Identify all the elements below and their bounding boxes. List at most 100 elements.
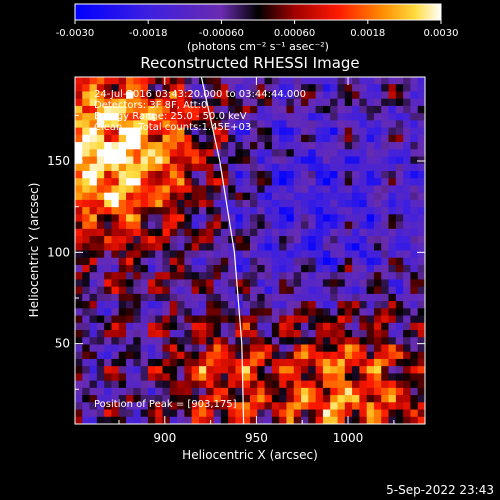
heatmap-cell	[242, 344, 251, 353]
heatmap-cell	[257, 395, 265, 403]
heatmap-cell	[352, 228, 360, 237]
heatmap-cell	[250, 301, 258, 309]
heatmap-cell	[308, 322, 317, 331]
heatmap-cell	[257, 113, 265, 121]
heatmap-cell	[89, 199, 98, 208]
heatmap-cell	[169, 402, 178, 410]
heatmap-cell	[388, 228, 397, 237]
heatmap-cell	[344, 387, 353, 396]
heatmap-cell	[198, 243, 207, 251]
heatmap-cell	[279, 315, 287, 324]
heatmap-cell	[111, 416, 120, 424]
heatmap-cell	[373, 293, 382, 302]
heatmap-cell	[286, 380, 295, 389]
heatmap-cell	[118, 301, 127, 309]
heatmap-cell	[104, 315, 112, 324]
heatmap-cell	[184, 170, 193, 179]
heatmap-cell	[220, 358, 229, 367]
heatmap-cell	[169, 84, 178, 92]
heatmap-cell	[184, 149, 193, 157]
heatmap-cell	[184, 120, 193, 129]
heatmap-cell	[206, 286, 214, 295]
heatmap-cell	[366, 91, 375, 100]
heatmap-cell	[373, 170, 382, 179]
heatmap-cell	[366, 293, 375, 302]
heatmap-cell	[147, 358, 156, 367]
heatmap-cell	[264, 293, 273, 302]
heatmap-cell	[118, 214, 127, 222]
heatmap-cell	[111, 264, 120, 273]
heatmap-cell	[104, 402, 112, 410]
heatmap-cell	[279, 236, 287, 244]
heatmap-cell	[308, 373, 317, 382]
heatmap-cell	[89, 380, 98, 389]
heatmap-cell	[118, 127, 127, 136]
heatmap-cell	[344, 395, 353, 403]
heatmap-cell	[403, 322, 411, 331]
heatmap-cell	[388, 84, 397, 92]
heatmap-cell	[213, 207, 222, 215]
heatmap-cell	[133, 199, 142, 208]
heatmap-cell	[118, 243, 127, 251]
heatmap-cell	[206, 395, 214, 403]
heatmap-cell	[373, 272, 382, 280]
heatmap-cell	[228, 409, 236, 418]
heatmap-cell	[75, 272, 83, 280]
heatmap-cell	[126, 236, 134, 244]
heatmap-cell	[177, 344, 185, 353]
heatmap-cell	[118, 286, 127, 295]
heatmap-cell	[235, 127, 244, 136]
heatmap-cell	[104, 77, 112, 85]
heatmap-cell	[111, 351, 120, 360]
heatmap-cell	[373, 409, 382, 418]
heatmap-cell	[410, 344, 419, 353]
heatmap-cell	[235, 279, 244, 288]
heatmap-cell	[155, 236, 163, 244]
heatmap-cell	[410, 156, 419, 165]
heatmap-cell	[206, 264, 214, 273]
heatmap-cell	[162, 84, 171, 92]
heatmap-cell	[279, 221, 287, 230]
heatmap-cell	[147, 380, 156, 389]
heatmap-cell	[126, 77, 134, 85]
heatmap-cell	[184, 105, 193, 114]
heatmap-cell	[177, 322, 185, 331]
heatmap-cell	[337, 250, 346, 259]
heatmap-cell	[96, 127, 105, 136]
heatmap-cell	[410, 149, 419, 157]
heatmap-cell	[198, 264, 207, 273]
heatmap-cell	[388, 134, 397, 143]
heatmap-cell	[155, 308, 163, 316]
heatmap-cell	[308, 344, 317, 353]
heatmap-cell	[213, 272, 222, 280]
heatmap-cell	[264, 380, 273, 389]
heatmap-cell	[177, 279, 185, 288]
heatmap-cell	[213, 170, 222, 179]
heatmap-cell	[169, 170, 178, 179]
heatmap-cell	[96, 207, 105, 215]
heatmap-cell	[322, 149, 331, 157]
heatmap-cell	[118, 409, 127, 418]
heatmap-cell	[257, 98, 265, 107]
heatmap-cell	[373, 257, 382, 266]
heatmap-cell	[89, 77, 98, 85]
heatmap-cell	[352, 257, 360, 266]
heatmap-cell	[322, 358, 331, 367]
heatmap-cell	[118, 134, 127, 143]
heatmap-cell	[337, 214, 346, 222]
heatmap-cell	[344, 293, 353, 302]
heatmap-cell	[403, 344, 411, 353]
heatmap-cell	[89, 344, 98, 353]
heatmap-cell	[264, 221, 273, 230]
heatmap-cell	[352, 163, 360, 172]
heatmap-cell	[308, 315, 317, 324]
y-axis-label: Heliocentric Y (arcsec)	[27, 183, 41, 318]
heatmap-cell	[250, 264, 258, 273]
heatmap-cell	[271, 105, 280, 114]
heatmap-cell	[169, 373, 178, 382]
heatmap-cell	[322, 105, 331, 114]
heatmap-cell	[352, 344, 360, 353]
heatmap-cell	[315, 142, 324, 150]
heatmap-cell	[177, 409, 185, 418]
heatmap-cell	[213, 344, 222, 353]
